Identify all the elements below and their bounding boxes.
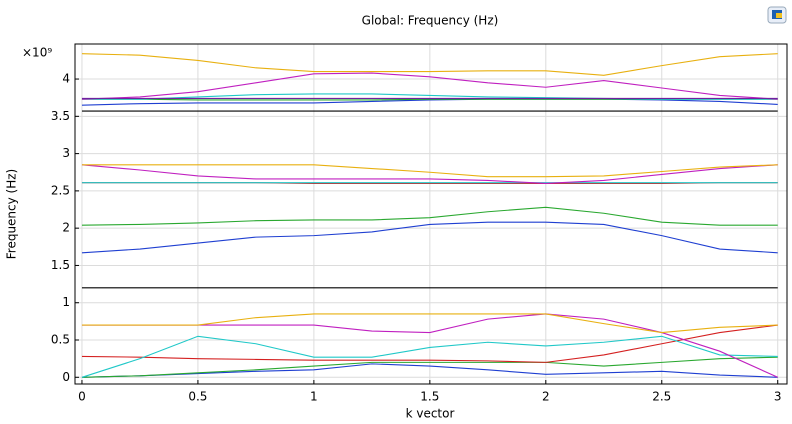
y-tick-label: 3 bbox=[62, 146, 70, 160]
plot-frame bbox=[74, 43, 788, 385]
series-line bbox=[81, 164, 778, 184]
x-tick-label: 0 bbox=[78, 390, 86, 404]
x-tick-label: 3 bbox=[774, 390, 782, 404]
chart-title: Global: Frequency (Hz) bbox=[362, 14, 499, 28]
series-line bbox=[81, 221, 778, 254]
y-tick-label: 1.5 bbox=[51, 258, 70, 272]
x-tick-label: 2 bbox=[542, 390, 550, 404]
y-axis-label: Frequency (Hz) bbox=[5, 169, 19, 260]
series-line bbox=[81, 98, 778, 106]
x-tick-label: 2.5 bbox=[652, 390, 671, 404]
series-line bbox=[81, 324, 778, 363]
y-tick-label: 2 bbox=[62, 221, 70, 235]
y-tick-label: 3.5 bbox=[51, 109, 70, 123]
y-tick-label: 4 bbox=[62, 72, 70, 86]
series-line bbox=[81, 93, 778, 100]
y-tick-label: 2.5 bbox=[51, 183, 70, 197]
series-line bbox=[81, 72, 778, 100]
toolbar-icon[interactable] bbox=[767, 6, 787, 24]
series-line bbox=[81, 335, 778, 378]
series-line bbox=[81, 53, 778, 76]
series-line bbox=[81, 313, 778, 334]
y-tick-label: 1 bbox=[62, 295, 70, 309]
series-line bbox=[81, 164, 778, 178]
y-tick-label: 0 bbox=[62, 370, 70, 384]
icon-accent[interactable] bbox=[776, 13, 782, 18]
x-tick-label: 1 bbox=[310, 390, 318, 404]
series-line bbox=[81, 363, 778, 378]
series-line bbox=[81, 206, 778, 226]
y-exponent: ×10⁹ bbox=[22, 46, 52, 60]
series-line bbox=[81, 356, 778, 378]
x-axis-label: k vector bbox=[406, 407, 455, 421]
x-tick-label: 0.5 bbox=[188, 390, 207, 404]
y-tick-label: 0.5 bbox=[51, 333, 70, 347]
x-tick-label: 1.5 bbox=[420, 390, 439, 404]
